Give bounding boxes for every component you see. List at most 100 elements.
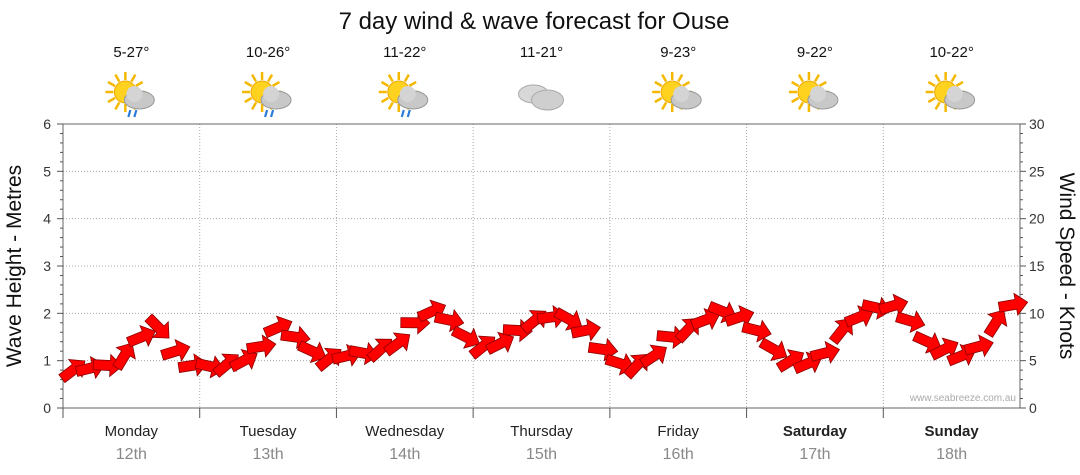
sun-ray [244,80,253,88]
partly-cloudy-showers-icon [105,72,155,118]
sun-ray [797,74,805,83]
sun-ray [927,96,936,104]
wind-arrow-shape [997,292,1029,317]
sun-ray [950,74,957,83]
wind-arrow [296,340,327,364]
left-tick-label: 1 [43,353,51,369]
right-tick-label: 30 [1029,116,1045,132]
sun-ray [387,101,394,110]
day-date: 13th [253,446,284,463]
day-date: 14th [389,446,420,463]
left-tick-label: 2 [43,305,51,321]
day-name: Wednesday [365,423,444,440]
wind-arrow-shape [92,353,123,378]
partly-cloudy-icon [788,72,839,112]
wind-arrow-shape [809,340,841,365]
wind-arrow-shape [843,305,874,328]
day-date: 15th [526,446,557,463]
wind-arrow [689,307,720,331]
wind-arrow [126,324,156,348]
sun-ray [661,74,668,83]
sun-ray [654,96,663,104]
day-name: Monday [105,423,159,440]
wind-arrow [228,348,258,373]
right-tick-label: 10 [1029,305,1045,321]
sun-ray [955,80,964,88]
left-axis: 0 1 2 3 4 5 6 [43,116,63,416]
right-tick-label: 25 [1029,163,1045,179]
wind-arrow [639,344,667,369]
sun-ray [107,80,116,88]
wind-arrows [58,292,1029,384]
wind-arrow [484,331,515,355]
temp-range: 9-22° [797,44,833,61]
temp-range: 11-22° [383,44,426,61]
wind-arrow [828,318,853,346]
day-date: 17th [799,446,830,463]
wind-arrow-shape [983,309,1008,338]
sun-ray [797,101,805,110]
sun-ray [114,74,121,83]
cloud-puff [809,86,826,102]
temp-range: 9-23° [660,44,696,61]
partly-cloudy-showers-icon [242,72,292,118]
wind-arrow-shape [895,310,926,334]
left-tick-label: 4 [43,211,51,227]
wind-arrow-shape [724,304,755,328]
sun-ray [813,74,821,83]
wind-arrow [92,353,123,378]
wind-arrow [758,337,788,361]
wind-arrow-shape [484,331,515,355]
sun-ray [387,74,394,83]
wind-arrow-shape [828,318,853,346]
sun-ray [271,80,281,88]
wind-arrow-shape [126,324,156,348]
right-tick-label: 5 [1029,353,1037,369]
sun-ray [403,74,410,83]
partly-cloudy-showers-icon [378,72,429,118]
right-tick-label: 20 [1029,211,1045,227]
temp-range: 11-21° [520,44,563,61]
wind-arrow [382,332,411,357]
sun-ray [934,74,941,83]
temp-range: 10-26° [246,44,290,61]
sun-ray [790,96,800,104]
sun-ray [107,96,116,104]
right-axis: 0 5 10 15 20 25 30 [1020,116,1045,416]
wind-arrow [843,305,874,328]
rain-drop [400,109,405,118]
wind-arrow [983,309,1008,338]
sun-ray [790,80,800,88]
wind-arrow [245,334,277,358]
day-name: Friday [657,423,699,440]
wind-arrow [450,325,480,349]
day-labels: Monday 12th Tuesday 13th Wednesday 14th Thursd… [62,408,980,463]
wind-arrow [963,334,994,358]
wind-arrow-shape [570,318,602,342]
y-left-label: Wave Height - Metres [3,165,26,367]
chart-title: 7 day wind & wave forecast for Ouse [339,8,730,35]
day-name: Saturday [783,423,848,440]
rain-drop [270,109,275,118]
cloud-puff [263,86,280,102]
right-tick-label: 15 [1029,258,1045,274]
wind-arrow-shape [758,337,788,361]
partly-cloudy-icon [925,72,976,112]
wind-arrow-shape [689,307,720,331]
sun-ray [681,80,691,88]
wind-arrow [895,310,926,334]
cloud-puff [126,86,143,102]
wind-arrow-shape [144,313,170,339]
credit-text: www.seabreeze.com.au [909,393,1016,404]
cloud-puff [946,86,963,102]
cloud-puff [673,86,690,102]
day-name: Thursday [510,423,573,440]
wind-arrow [570,318,602,342]
wind-arrow [112,342,136,372]
wind-arrow-shape [450,325,480,349]
day-name: Sunday [925,423,980,440]
temp-range: 5-27° [113,44,149,61]
partly-cloudy-icon [652,72,702,112]
sun-ray [927,80,936,88]
